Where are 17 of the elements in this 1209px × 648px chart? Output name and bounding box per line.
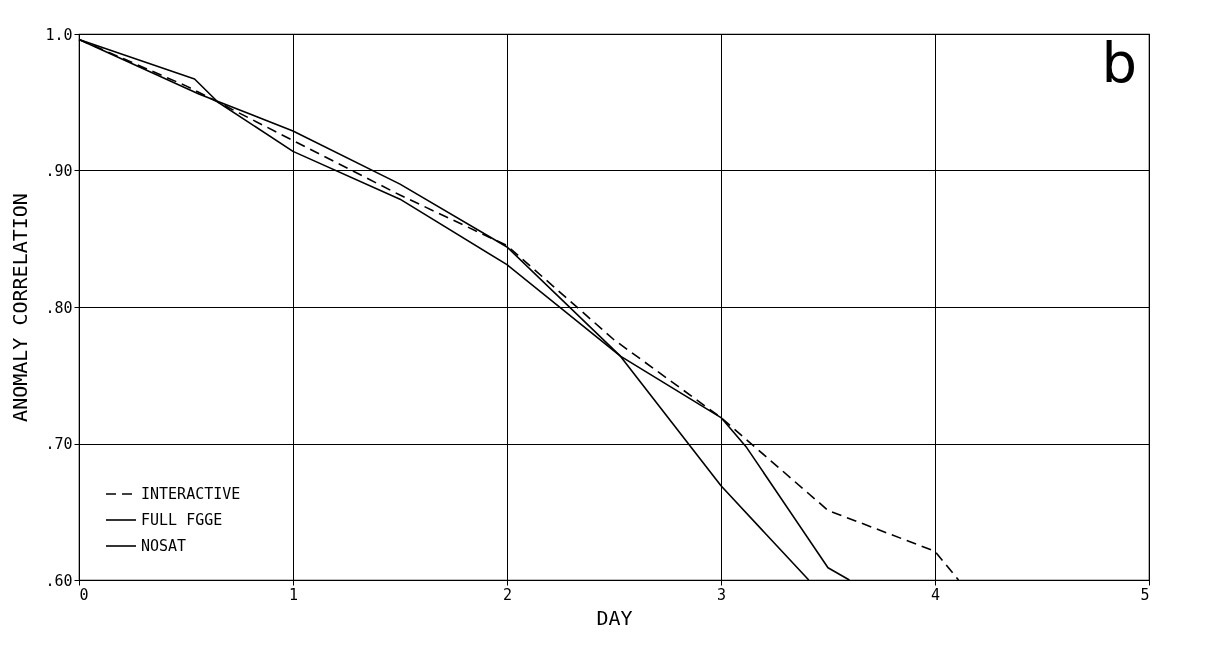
y-tick-label: .90 — [45, 162, 73, 180]
x-tick-label: 2 — [502, 585, 513, 604]
legend-label: NOSAT — [141, 537, 187, 555]
x-tick-label: 3 — [716, 585, 727, 604]
x-tick-label: 1 — [288, 585, 299, 604]
x-tick-label: 0 — [79, 585, 89, 604]
y-tick-label: .60 — [45, 571, 73, 590]
x-axis-title: DAY — [596, 605, 633, 630]
y-axis-title: ANOMALY CORRELATION — [8, 193, 33, 422]
x-tick-label: 4 — [930, 585, 941, 604]
legend-label: INTERACTIVE — [141, 485, 241, 503]
y-tick-label: 1.0 — [45, 25, 73, 44]
x-tick-label: 5 — [1140, 585, 1150, 604]
legend-label: FULL FGGE — [141, 511, 223, 529]
annotation: b — [1101, 30, 1137, 95]
y-tick-label: .70 — [45, 435, 73, 453]
y-tick-label: .80 — [45, 298, 73, 317]
